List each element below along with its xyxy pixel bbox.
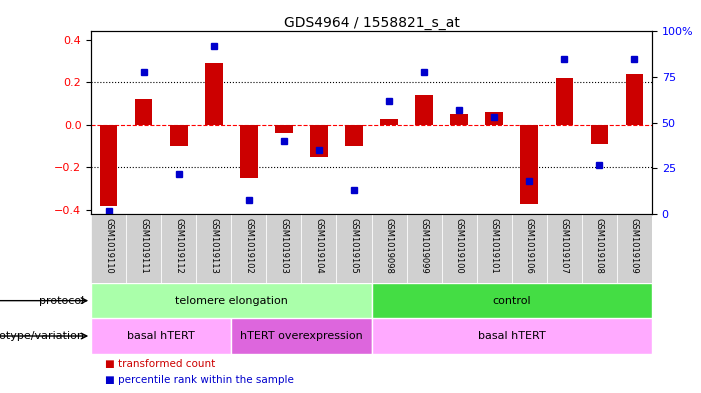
Text: GSM1019104: GSM1019104 [315,218,323,274]
Bar [346,125,363,146]
Bar [486,112,503,125]
Text: GSM1019099: GSM1019099 [420,218,428,274]
Bar [301,214,336,283]
Bar [275,125,293,134]
Text: GSM1019113: GSM1019113 [210,218,218,274]
Bar [196,214,231,283]
Bar [231,318,372,354]
Bar [372,283,652,318]
Bar [161,214,196,283]
Bar [591,125,608,144]
Bar [126,214,161,283]
Bar [626,74,644,125]
Bar [240,125,258,178]
Bar [451,114,468,125]
Text: GSM1019108: GSM1019108 [595,218,604,274]
Bar [91,318,231,354]
Bar [442,214,477,283]
Bar [407,214,442,283]
Bar [477,214,512,283]
Text: GSM1019103: GSM1019103 [280,218,288,274]
Bar [372,318,652,354]
Text: GSM1019109: GSM1019109 [630,218,639,274]
Text: GSM1019110: GSM1019110 [104,218,113,274]
Bar [547,214,582,283]
Text: ■ percentile rank within the sample: ■ percentile rank within the sample [105,375,294,385]
Bar [556,78,573,125]
Bar [135,99,153,125]
Text: genotype/variation: genotype/variation [0,331,84,341]
Bar [205,63,223,125]
Bar [416,95,433,125]
Bar [231,214,266,283]
Text: telomere elongation: telomere elongation [175,296,288,306]
Bar [512,214,547,283]
Title: GDS4964 / 1558821_s_at: GDS4964 / 1558821_s_at [284,17,459,30]
Text: GSM1019101: GSM1019101 [490,218,498,274]
Bar [336,214,372,283]
Text: control: control [492,296,531,306]
Text: GSM1019102: GSM1019102 [245,218,253,274]
Bar [372,214,407,283]
Text: GSM1019106: GSM1019106 [525,218,533,274]
Bar [521,125,538,204]
Text: GSM1019105: GSM1019105 [350,218,358,274]
Bar [91,214,126,283]
Bar [170,125,188,146]
Bar [582,214,617,283]
Text: GSM1019100: GSM1019100 [455,218,463,274]
Text: GSM1019107: GSM1019107 [560,218,569,274]
Bar [311,125,328,157]
Bar [266,214,301,283]
Text: GSM1019112: GSM1019112 [175,218,183,274]
Text: GSM1019098: GSM1019098 [385,218,393,274]
Text: basal hTERT: basal hTERT [478,331,545,341]
Text: protocol: protocol [39,296,84,306]
Text: GSM1019111: GSM1019111 [139,218,148,274]
Text: ■ transformed count: ■ transformed count [105,359,215,369]
Bar [617,214,652,283]
Bar [100,125,118,206]
Bar [91,283,372,318]
Text: hTERT overexpression: hTERT overexpression [240,331,363,341]
Bar [381,119,398,125]
Text: basal hTERT: basal hTERT [128,331,195,341]
